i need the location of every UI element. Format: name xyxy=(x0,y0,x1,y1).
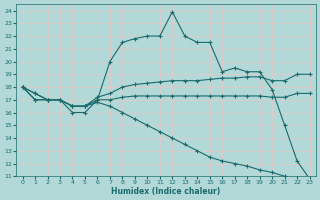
X-axis label: Humidex (Indice chaleur): Humidex (Indice chaleur) xyxy=(111,187,221,196)
